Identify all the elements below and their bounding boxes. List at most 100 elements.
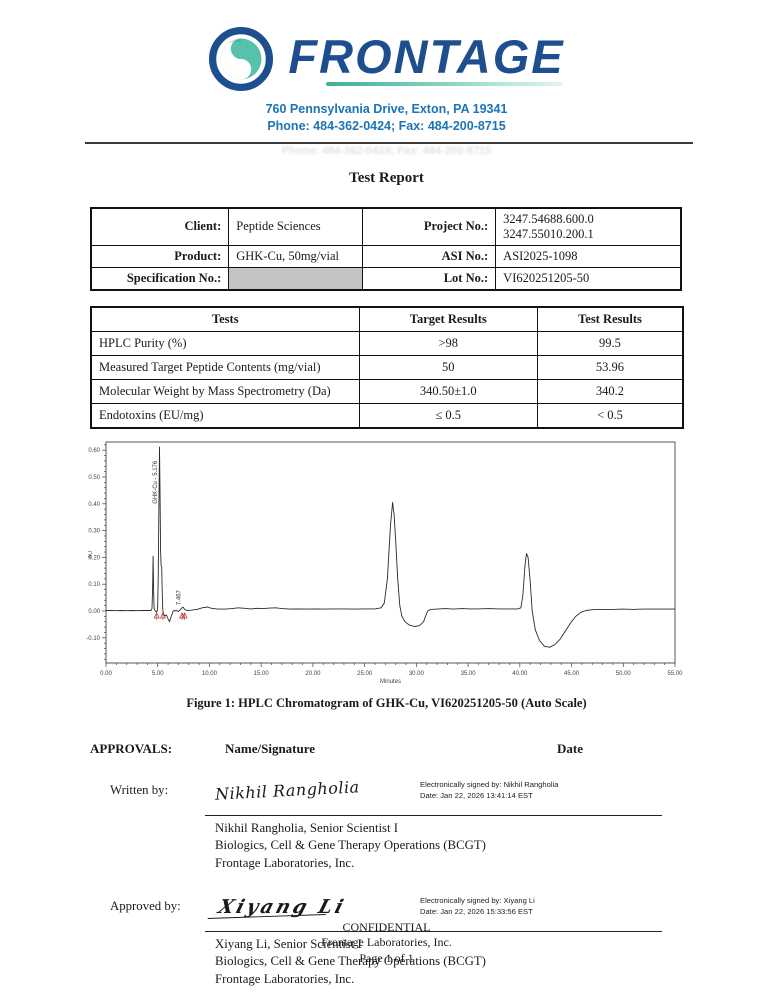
page-number: Page 1 of 1 xyxy=(359,951,414,966)
esign-block: Electronically signed by: Xiyang Li Date… xyxy=(405,896,686,917)
info-row-specification: Specification No.: Lot No.: VI620251205-… xyxy=(90,266,682,291)
svg-text:AU: AU xyxy=(88,551,94,559)
asi-no-value: ASI2025-1098 xyxy=(495,244,682,268)
brand-text: FRONTAGE xyxy=(288,29,565,83)
target-result: 50 xyxy=(358,354,538,380)
svg-text:0.20: 0.20 xyxy=(88,555,100,561)
test-result: < 0.5 xyxy=(536,402,684,429)
hplc-chromatogram: 0.00 5.00 10.00 15.00 20.00 25.00 30.00 35.00 40… xyxy=(86,438,773,690)
svg-text:7.467: 7.467 xyxy=(177,589,183,605)
approved-by-label: Approved by: xyxy=(110,899,181,914)
signer-company: Frontage Laboratories, Inc. xyxy=(215,972,355,987)
target-result: 340.50±1.0 xyxy=(358,378,538,404)
svg-text:15.00: 15.00 xyxy=(254,671,270,677)
esign-by-line: Electronically signed by: Xiyang Li xyxy=(420,896,535,906)
svg-text:50.00: 50.00 xyxy=(616,671,632,677)
table-row: Measured Target Peptide Contents (mg/via… xyxy=(90,354,684,380)
target-result: ≤ 0.5 xyxy=(358,402,538,429)
signer-details: Nikhil Rangholia, Senior Scientist I Bio… xyxy=(215,820,686,873)
written-by-label: Written by: xyxy=(110,783,169,798)
project-no-label: Project No.: xyxy=(361,207,497,246)
svg-text:5.00: 5.00 xyxy=(152,671,164,677)
frontage-logo-icon xyxy=(209,26,274,92)
product-value: GHK-Cu, 50mg/vial xyxy=(228,244,363,268)
figure-caption: Figure 1: HPLC Chromatogram of GHK-Cu, V… xyxy=(186,695,587,710)
svg-text:0.50: 0.50 xyxy=(88,475,100,481)
signature-nikhil: Nikhil Rangholia xyxy=(214,776,361,804)
test-result: 340.2 xyxy=(536,378,684,404)
svg-text:20.00: 20.00 xyxy=(305,671,321,677)
brand-underline xyxy=(326,81,563,86)
svg-text:0.00: 0.00 xyxy=(100,671,112,677)
svg-text:30.00: 30.00 xyxy=(409,671,425,677)
asi-no-label: ASI No.: xyxy=(361,244,497,268)
svg-text:0.40: 0.40 xyxy=(88,502,100,508)
test-name: Endotoxins (EU/mg) xyxy=(90,402,360,429)
svg-text:0.00: 0.00 xyxy=(88,609,100,615)
svg-text:45.00: 45.00 xyxy=(564,671,580,677)
frontage-logo: FRONTAGE xyxy=(0,26,773,92)
svg-text:35.00: 35.00 xyxy=(461,671,477,677)
svg-text:55.00: 55.00 xyxy=(667,671,683,677)
client-label: Client: xyxy=(90,207,230,246)
test-result: 99.5 xyxy=(536,330,684,356)
client-value: Peptide Sciences xyxy=(228,207,363,246)
table-row: HPLC Purity (%) >98 99.5 xyxy=(90,330,684,356)
target-results-header: Target Results xyxy=(358,306,538,332)
test-name: Molecular Weight by Mass Spectrometry (D… xyxy=(90,378,360,404)
page-footer: CONFIDENTIAL Frontage Laboratories, Inc.… xyxy=(0,920,773,967)
project-no-value: 3247.54688.600.0 3247.55010.200.1 xyxy=(495,207,682,246)
svg-text:0.10: 0.10 xyxy=(88,582,100,588)
test-name: Measured Target Peptide Contents (mg/via… xyxy=(90,354,360,380)
address-line: 760 Pennsylvania Drive, Exton, PA 19341 xyxy=(265,102,508,116)
tests-header: Tests xyxy=(90,306,360,332)
test-result: 53.96 xyxy=(536,354,684,380)
svg-text:0.30: 0.30 xyxy=(88,528,100,534)
svg-text:40.00: 40.00 xyxy=(512,671,528,677)
page-title: Test Report xyxy=(349,169,424,186)
written-by-entry: Written by: Nikhil Rangholia Electronica… xyxy=(90,771,686,873)
header-rule xyxy=(85,141,693,144)
signer-name-title: Xiyang Li, Senior Scientist I xyxy=(215,936,362,951)
info-row-product: Product: GHK-Cu, 50mg/vial ASI No.: ASI2… xyxy=(90,244,682,268)
svg-text:0.60: 0.60 xyxy=(88,448,100,454)
table-row: Endotoxins (EU/mg) ≤ 0.5 < 0.5 xyxy=(90,402,684,429)
specification-no-value xyxy=(228,266,363,291)
lot-no-label: Lot No.: xyxy=(361,266,497,291)
info-table: Client: Peptide Sciences Project No.: 32… xyxy=(90,206,682,291)
signature-rule xyxy=(205,814,662,816)
info-row-client: Client: Peptide Sciences Project No.: 32… xyxy=(90,207,682,246)
svg-text:Minutes: Minutes xyxy=(380,679,401,685)
results-table: Tests Target Results Test Results HPLC P… xyxy=(90,305,684,429)
signer-department: Biologics, Cell & Gene Therapy Operation… xyxy=(215,954,486,969)
signer-company: Frontage Laboratories, Inc. xyxy=(215,856,355,871)
svg-text:-0.10: -0.10 xyxy=(86,636,100,642)
svg-text:10.00: 10.00 xyxy=(202,671,218,677)
approved-by-entry: Approved by: Xiyang Li Electronically si… xyxy=(90,887,686,989)
test-results-header: Test Results xyxy=(536,306,684,332)
svg-text:25.00: 25.00 xyxy=(357,671,373,677)
approvals-section: APPROVALS: Name/Signature Date Written b… xyxy=(90,741,686,989)
target-result: >98 xyxy=(358,330,538,356)
svg-text:GHK-Cu - 5.176: GHK-Cu - 5.176 xyxy=(153,460,159,504)
specification-no-label: Specification No.: xyxy=(90,266,230,291)
header: FRONTAGE 760 Pennsylvania Drive, Exton, … xyxy=(0,0,773,157)
signature-rule xyxy=(205,930,662,932)
esign-block: Electronically signed by: Nikhil Ranghol… xyxy=(405,780,686,801)
results-header-row: Tests Target Results Test Results xyxy=(90,306,684,332)
esign-by-line: Electronically signed by: Nikhil Ranghol… xyxy=(420,780,559,790)
footer-company: Frontage Laboratories, Inc. xyxy=(321,935,452,950)
confidential-label: CONFIDENTIAL xyxy=(342,919,431,934)
test-name: HPLC Purity (%) xyxy=(90,330,360,356)
date-heading: Date xyxy=(557,740,583,756)
table-row: Molecular Weight by Mass Spectrometry (D… xyxy=(90,378,684,404)
approvals-header-row: APPROVALS: Name/Signature Date xyxy=(90,741,686,757)
lot-no-value: VI620251205-50 xyxy=(495,266,682,291)
esign-date-line: Date: Jan 22, 2026 13:41:14 EST xyxy=(420,790,533,800)
signer-details: Xiyang Li, Senior Scientist I Biologics,… xyxy=(215,936,686,989)
scan-ghost-text: Phone: 484-362-0424; Fax: 484-200-8715 xyxy=(281,144,492,157)
approvals-heading: APPROVALS: xyxy=(90,740,173,756)
phone-fax-line: Phone: 484-362-0424; Fax: 484-200-8715 xyxy=(267,118,506,133)
product-label: Product: xyxy=(90,244,230,268)
